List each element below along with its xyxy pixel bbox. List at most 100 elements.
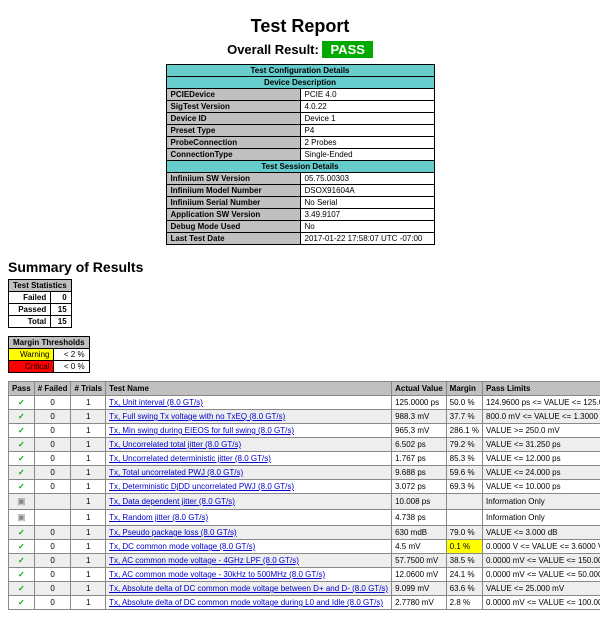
config-header-session: Test Session Details <box>166 161 434 173</box>
test-name[interactable]: Tx, Uncorrelated deterministic jitter (8… <box>106 452 392 466</box>
stats-key: Passed <box>9 304 51 316</box>
actual-value: 9.688 ps <box>392 466 447 480</box>
pass-limits: 0.0000 mV <= VALUE <= 100.0000 mV <box>483 596 600 610</box>
failed-count: 0 <box>34 568 71 582</box>
config-value: Single-Ended <box>300 149 434 161</box>
failed-count: 0 <box>34 396 71 410</box>
actual-value: 10.008 ps <box>392 494 447 510</box>
test-name[interactable]: Tx, Absolute delta of DC common mode vol… <box>106 582 392 596</box>
table-row: ✓01Tx, AC common mode voltage - 30kHz to… <box>9 568 600 582</box>
pass-icon: ✓ <box>9 452 35 466</box>
pass-icon: ✓ <box>9 410 35 424</box>
trials-count: 1 <box>71 424 106 438</box>
test-name[interactable]: Tx, Uncorrelated total jitter (8.0 GT/s) <box>106 438 392 452</box>
failed-count: 0 <box>34 438 71 452</box>
failed-count: 0 <box>34 596 71 610</box>
trials-count: 1 <box>71 410 106 424</box>
actual-value: 2.7780 mV <box>392 596 447 610</box>
stats-header: Test Statistics <box>9 280 72 292</box>
margin-value: 85.3 % <box>446 452 482 466</box>
pass-limits: 800.0 mV <= VALUE <= 1.3000 V <box>483 410 600 424</box>
pass-limits: 0.0000 mV <= VALUE <= 50.0000 mV <box>483 568 600 582</box>
test-name[interactable]: Tx, DC common mode voltage (8.0 GT/s) <box>106 540 392 554</box>
trials-count: 1 <box>71 494 106 510</box>
failed-count: 0 <box>34 480 71 494</box>
stats-key: Total <box>9 316 51 328</box>
config-key: PCIEDevice <box>166 89 300 101</box>
config-key: Last Test Date <box>166 233 300 245</box>
trials-count: 1 <box>71 568 106 582</box>
page-title: Test Report <box>8 16 592 37</box>
stats-table: Test Statistics Failed0Passed15Total15 <box>8 279 72 328</box>
pass-icon: ✓ <box>9 582 35 596</box>
pass-limits: 0.0000 V <= VALUE <= 3.6000 V <box>483 540 600 554</box>
table-row: ✓01Tx, Unit interval (8.0 GT/s)125.0000 … <box>9 396 600 410</box>
test-name[interactable]: Tx, AC common mode voltage - 30kHz to 50… <box>106 568 392 582</box>
trials-count: 1 <box>71 452 106 466</box>
actual-value: 9.099 mV <box>392 582 447 596</box>
stats-val: 0 <box>51 292 71 304</box>
test-name[interactable]: Tx, Total uncorrelated PWJ (8.0 GT/s) <box>106 466 392 480</box>
margin-table: Margin Thresholds Warning< 2 %Critical< … <box>8 336 90 373</box>
test-name[interactable]: Tx, Absolute delta of DC common mode vol… <box>106 596 392 610</box>
margin-val: < 2 % <box>54 349 89 361</box>
results-col: # Trials <box>71 382 106 396</box>
table-row: ✓01Tx, Absolute delta of DC common mode … <box>9 582 600 596</box>
margin-value: 2.8 % <box>446 596 482 610</box>
pass-icon: ✓ <box>9 554 35 568</box>
summary-heading: Summary of Results <box>8 259 592 275</box>
config-key: Debug Mode Used <box>166 221 300 233</box>
pass-limits: VALUE <= 31.250 ps <box>483 438 600 452</box>
overall-value: PASS <box>322 41 372 58</box>
pass-limits: VALUE >= 250.0 mV <box>483 424 600 438</box>
actual-value: 4.738 ps <box>392 510 447 526</box>
trials-count: 1 <box>71 582 106 596</box>
config-key: Application SW Version <box>166 209 300 221</box>
test-name[interactable]: Tx, Unit interval (8.0 GT/s) <box>106 396 392 410</box>
results-table: Pass# Failed# TrialsTest NameActual Valu… <box>8 381 600 610</box>
pass-limits: VALUE <= 12.000 ps <box>483 452 600 466</box>
table-row: ✓01Tx, Total uncorrelated PWJ (8.0 GT/s)… <box>9 466 600 480</box>
config-key: Infiniium Serial Number <box>166 197 300 209</box>
trials-count: 1 <box>71 510 106 526</box>
actual-value: 57.7500 mV <box>392 554 447 568</box>
pass-limits: VALUE <= 25.000 mV <box>483 582 600 596</box>
failed-count: 0 <box>34 540 71 554</box>
pass-limits: 124.9600 ps <= VALUE <= 125.0400 ps <box>483 396 600 410</box>
pass-icon: ✓ <box>9 396 35 410</box>
actual-value: 4.5 mV <box>392 540 447 554</box>
margin-value: 79.0 % <box>446 526 482 540</box>
test-name[interactable]: Tx, Data dependent jitter (8.0 GT/s) <box>106 494 392 510</box>
test-name[interactable]: Tx, Full swing Tx voltage with no TxEQ (… <box>106 410 392 424</box>
margin-value: 38.5 % <box>446 554 482 568</box>
failed-count: 0 <box>34 526 71 540</box>
config-value: Device 1 <box>300 113 434 125</box>
test-name[interactable]: Tx, Pseudo package loss (8.0 GT/s) <box>106 526 392 540</box>
test-name[interactable]: Tx, Deterministic DjDD uncorrelated PWJ … <box>106 480 392 494</box>
pass-limits: Information Only <box>483 494 600 510</box>
config-value: 05.75.00303 <box>300 173 434 185</box>
config-value: DSOX91604A <box>300 185 434 197</box>
table-row: ✓01Tx, Uncorrelated deterministic jitter… <box>9 452 600 466</box>
actual-value: 12.0600 mV <box>392 568 447 582</box>
table-row: ✓01Tx, Uncorrelated total jitter (8.0 GT… <box>9 438 600 452</box>
config-key: Infiniium SW Version <box>166 173 300 185</box>
failed-count: 0 <box>34 410 71 424</box>
failed-count: 0 <box>34 554 71 568</box>
actual-value: 965.3 mV <box>392 424 447 438</box>
pass-limits: VALUE <= 3.000 dB <box>483 526 600 540</box>
test-name[interactable]: Tx, AC common mode voltage - 4GHz LPF (8… <box>106 554 392 568</box>
results-col: # Failed <box>34 382 71 396</box>
margin-value <box>446 494 482 510</box>
actual-value: 3.072 ps <box>392 480 447 494</box>
margin-value: 24.1 % <box>446 568 482 582</box>
table-row: ✓01Tx, Full swing Tx voltage with no TxE… <box>9 410 600 424</box>
failed-count: 0 <box>34 582 71 596</box>
info-icon: ▣ <box>9 494 35 510</box>
info-icon: ▣ <box>9 510 35 526</box>
results-col: Test Name <box>106 382 392 396</box>
pass-icon: ✓ <box>9 568 35 582</box>
test-name[interactable]: Tx, Random jitter (8.0 GT/s) <box>106 510 392 526</box>
stats-val: 15 <box>51 316 71 328</box>
test-name[interactable]: Tx, Min swing during EIEOS for full swin… <box>106 424 392 438</box>
